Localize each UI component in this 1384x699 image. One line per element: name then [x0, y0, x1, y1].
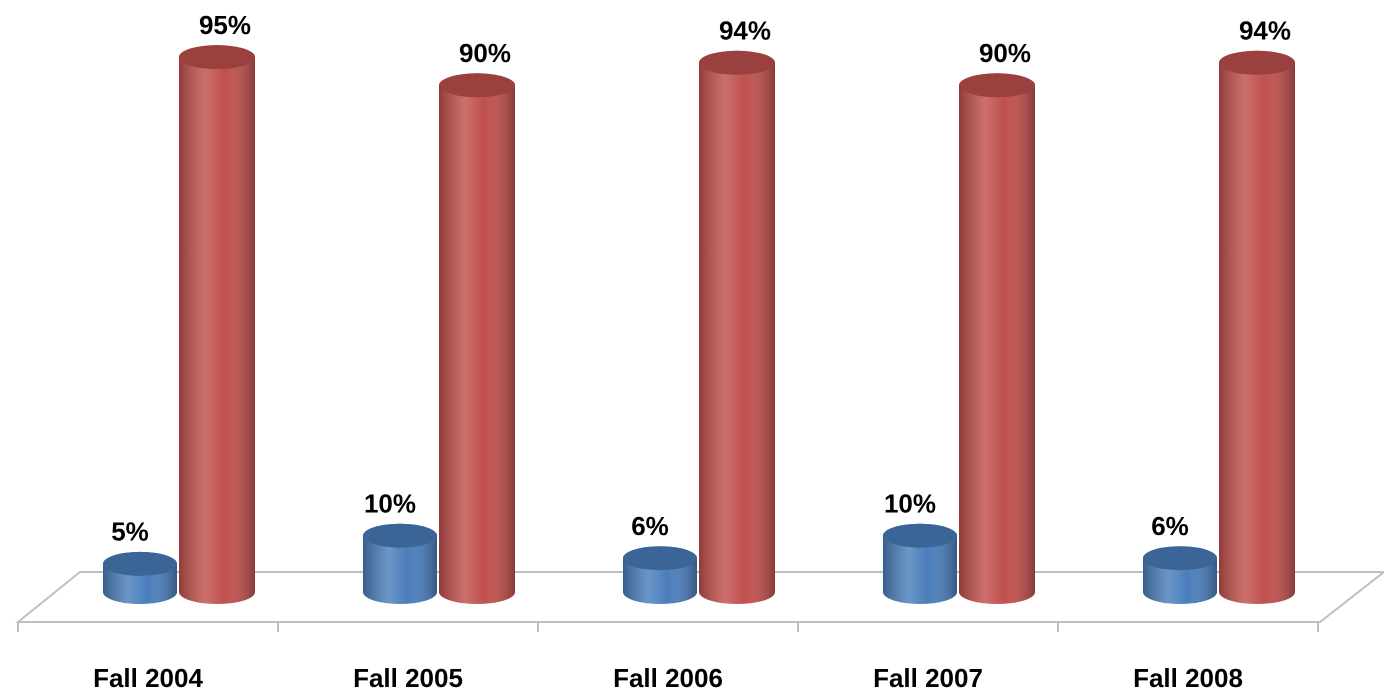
cylinder-top	[883, 523, 957, 548]
value-label: 90%	[979, 38, 1031, 68]
cylinder-top	[363, 523, 437, 548]
cylinder-top	[179, 45, 255, 70]
cylinder-shine	[1219, 50, 1295, 604]
cylinder-top	[1219, 50, 1295, 75]
x-tick-label: Fall 2008	[1133, 663, 1243, 693]
cylinder-top	[623, 546, 697, 571]
value-label: 10%	[364, 489, 416, 519]
x-tick-label: Fall 2004	[93, 663, 203, 693]
cylinder-top	[439, 73, 515, 98]
value-label: 90%	[459, 38, 511, 68]
value-label: 94%	[719, 16, 771, 46]
cylinder-shine	[179, 45, 255, 604]
value-label: 5%	[111, 517, 149, 547]
cylinder-top	[959, 73, 1035, 98]
value-label: 6%	[1151, 511, 1189, 541]
value-label: 94%	[1239, 16, 1291, 46]
cylinder-top	[1143, 546, 1217, 571]
cylinder-top	[103, 551, 177, 576]
cylinder-shine	[699, 50, 775, 604]
x-tick-label: Fall 2006	[613, 663, 723, 693]
floor	[15, 571, 1384, 623]
value-label: 95%	[199, 10, 251, 40]
cylinder-shine	[439, 73, 515, 605]
value-label: 10%	[884, 489, 936, 519]
cylinder-top	[699, 50, 775, 75]
value-label: 6%	[631, 511, 669, 541]
x-tick-label: Fall 2005	[353, 663, 463, 693]
cylinder-shine	[959, 73, 1035, 605]
x-tick-label: Fall 2007	[873, 663, 983, 693]
